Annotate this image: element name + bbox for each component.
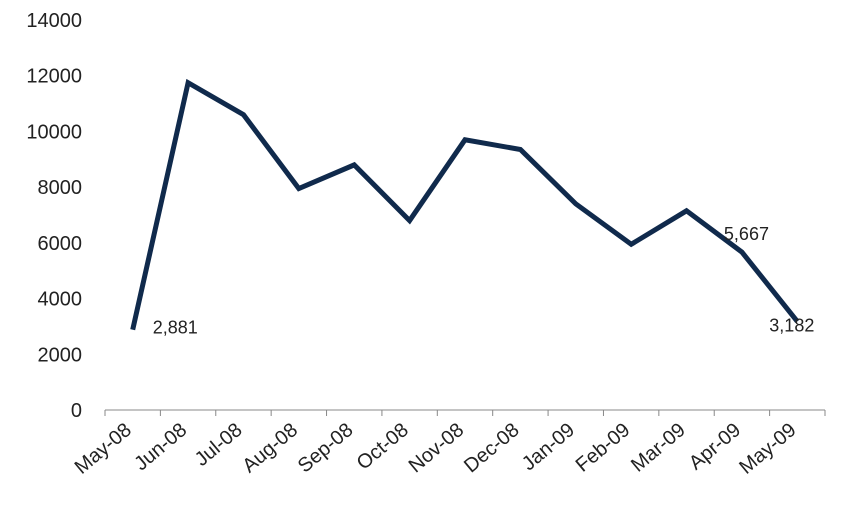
y-tick-label: 14000 [26,10,82,32]
data-label: 2,881 [153,318,198,338]
x-tick-label: Jul-08 [191,419,247,471]
x-tick-label: Apr-09 [685,419,745,474]
x-tick-label: May-09 [735,419,800,479]
y-axis-tick-labels: 0 2000 4000 6000 8000 10000 12000 14000 [26,10,82,422]
y-tick-label: 10000 [26,121,82,143]
x-tick-label: Mar-09 [627,419,690,477]
x-tick-label: Sep-08 [294,419,358,477]
y-tick-label: 12000 [26,66,82,88]
series-line [130,78,800,331]
y-tick-label: 6000 [38,233,83,255]
data-labels: 2,881 5,667 3,182 [153,224,815,338]
x-tick-label: Feb-09 [572,419,635,477]
y-tick-label: 4000 [38,289,83,311]
x-tick-label: Jun-08 [130,419,191,475]
x-axis-ticks [104,410,826,416]
x-tick-label: Jan-09 [518,419,579,475]
data-label: 3,182 [769,315,814,335]
x-tick-label: Dec-08 [460,419,524,477]
y-tick-label: 8000 [38,177,83,199]
x-tick-label: Oct-08 [353,419,413,474]
y-tick-label: 0 [71,400,82,422]
data-label: 5,667 [724,224,769,244]
x-tick-label: May-08 [71,419,136,479]
x-tick-label: Aug-08 [239,419,303,477]
x-tick-label: Nov-08 [405,419,469,477]
y-tick-label: 2000 [38,344,83,366]
